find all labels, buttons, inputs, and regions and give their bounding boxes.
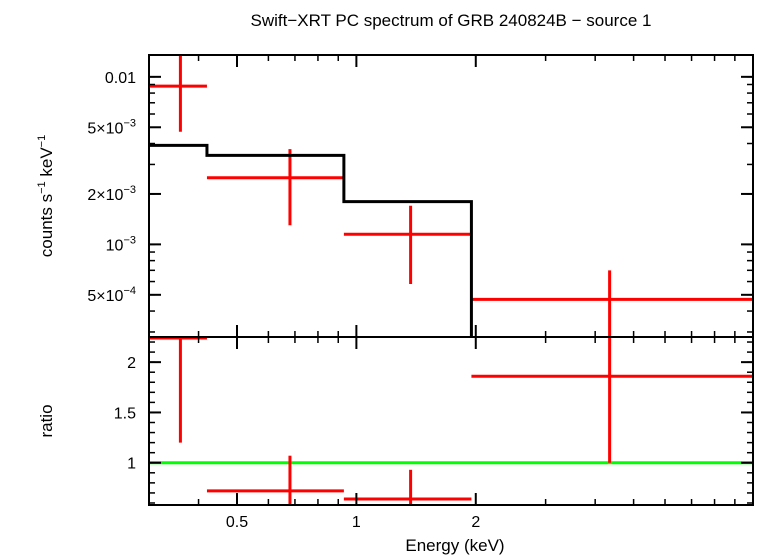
data-point xyxy=(149,55,207,132)
y-tick-label: 10−3 xyxy=(106,234,136,254)
model-step-line xyxy=(149,143,473,337)
y-tick-label: 1.5 xyxy=(114,405,136,422)
chart-title: Swift−XRT PC spectrum of GRB 240824B − s… xyxy=(251,11,652,30)
y-tick-label: 5×10−4 xyxy=(87,285,136,305)
plot-area: 0.01 5×10−3 2×10−3 10−3 5×10−4 counts s−1 keV… xyxy=(36,54,754,531)
data-point xyxy=(343,205,472,285)
y-axis-label: counts s−1 keV−1 xyxy=(36,135,56,257)
panel-frame xyxy=(148,336,754,506)
x-tick-label: 1 xyxy=(352,514,361,531)
x-tick-label: 0.5 xyxy=(226,514,248,531)
x-axis-label: Energy (keV) xyxy=(405,536,504,555)
data-point xyxy=(471,270,753,337)
y-axis-label: ratio xyxy=(37,404,56,437)
data-point xyxy=(206,149,344,226)
y-tick-label: 5×10−3 xyxy=(87,117,136,137)
panel-plot xyxy=(149,55,753,337)
data-point xyxy=(471,337,753,463)
panel-plot xyxy=(149,337,753,505)
data-point xyxy=(206,455,344,505)
y-tick-label: 0.01 xyxy=(105,70,136,87)
ratio-panel: 2 1.5 1 ratio xyxy=(37,336,754,506)
y-tick-label: 2×10−3 xyxy=(87,184,136,204)
data-point xyxy=(343,469,472,505)
panel-frame xyxy=(148,54,754,338)
y-tick-label: 1 xyxy=(127,456,136,473)
y-tick-label: 2 xyxy=(127,355,136,372)
spectrum-panel: 0.01 5×10−3 2×10−3 10−3 5×10−4 counts s−1 keV… xyxy=(36,54,754,338)
x-tick-label: 2 xyxy=(471,514,480,531)
data-point xyxy=(149,337,207,443)
